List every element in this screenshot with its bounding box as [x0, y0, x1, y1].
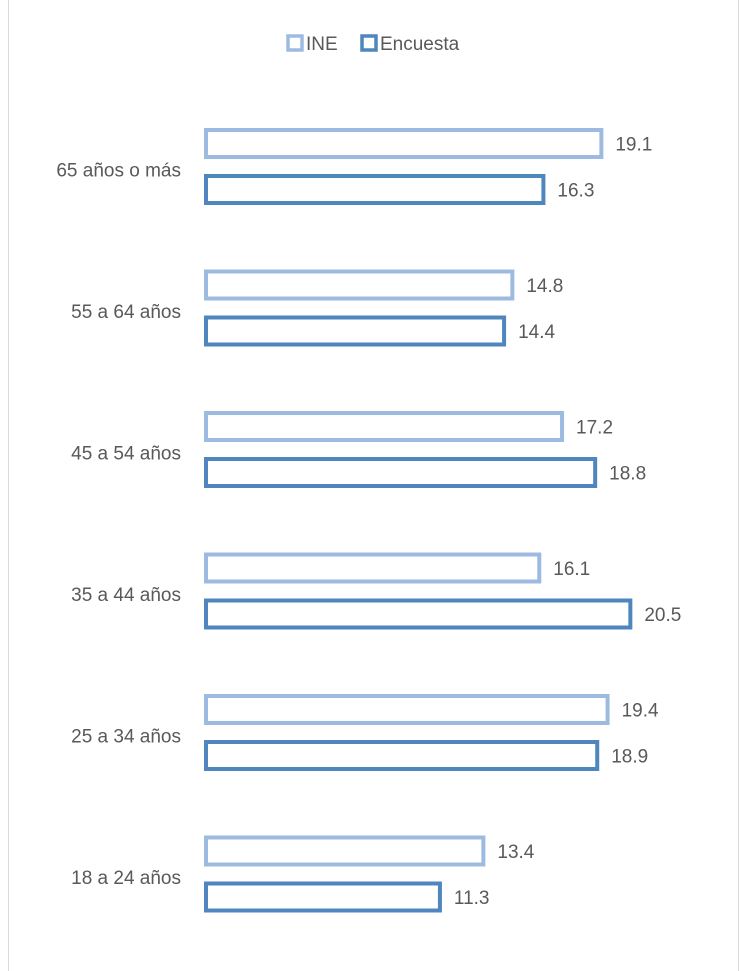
value-label-ine: 14.8 — [526, 276, 563, 297]
legend-swatch-ine — [286, 34, 304, 52]
value-label-ine: 19.4 — [622, 701, 659, 722]
value-label-encuesta: 20.5 — [644, 605, 681, 626]
value-label-encuesta: 11.3 — [454, 888, 490, 909]
bar-encuesta — [204, 881, 442, 913]
category-label: 18 a 24 años — [71, 868, 181, 889]
value-label-ine: 19.1 — [615, 135, 652, 156]
bar-ine — [204, 269, 515, 301]
legend-swatch-encuesta — [360, 34, 378, 52]
category-label: 35 a 44 años — [71, 585, 181, 606]
bar-encuesta — [204, 598, 633, 630]
legend-label-encuesta: Encuesta — [380, 34, 460, 55]
bar-encuesta — [204, 457, 598, 488]
bar-encuesta — [204, 740, 600, 771]
bar-ine — [204, 552, 542, 584]
value-label-encuesta: 16.3 — [557, 181, 594, 202]
value-labels: 19.1 16.3 14.8 14.4 17.2 18.8 16.1 20.5 19.4 18.9… — [454, 135, 681, 910]
bar-ine — [204, 411, 565, 442]
category-label: 25 a 34 años — [71, 727, 181, 748]
value-label-ine: 17.2 — [576, 418, 613, 439]
bar-series-group — [204, 128, 633, 913]
value-label-ine: 13.4 — [497, 842, 534, 863]
bar-ine — [204, 694, 610, 725]
value-label-encuesta: 18.8 — [609, 464, 646, 485]
chart-legend: INE Encuesta — [286, 34, 460, 55]
value-label-encuesta: 18.9 — [611, 747, 648, 768]
bar-encuesta — [204, 315, 507, 347]
bar-ine — [204, 835, 486, 867]
category-axis: 65 años o más 55 a 64 años 45 a 54 años 35 … — [56, 161, 181, 890]
bar-encuesta — [204, 174, 546, 205]
legend-label-ine: INE — [306, 34, 338, 55]
category-label: 45 a 54 años — [71, 444, 181, 465]
bar-ine — [204, 128, 604, 159]
value-label-encuesta: 14.4 — [518, 322, 555, 343]
category-label: 55 a 64 años — [71, 302, 181, 323]
value-label-ine: 16.1 — [553, 559, 590, 580]
category-label: 65 años o más — [56, 161, 181, 182]
